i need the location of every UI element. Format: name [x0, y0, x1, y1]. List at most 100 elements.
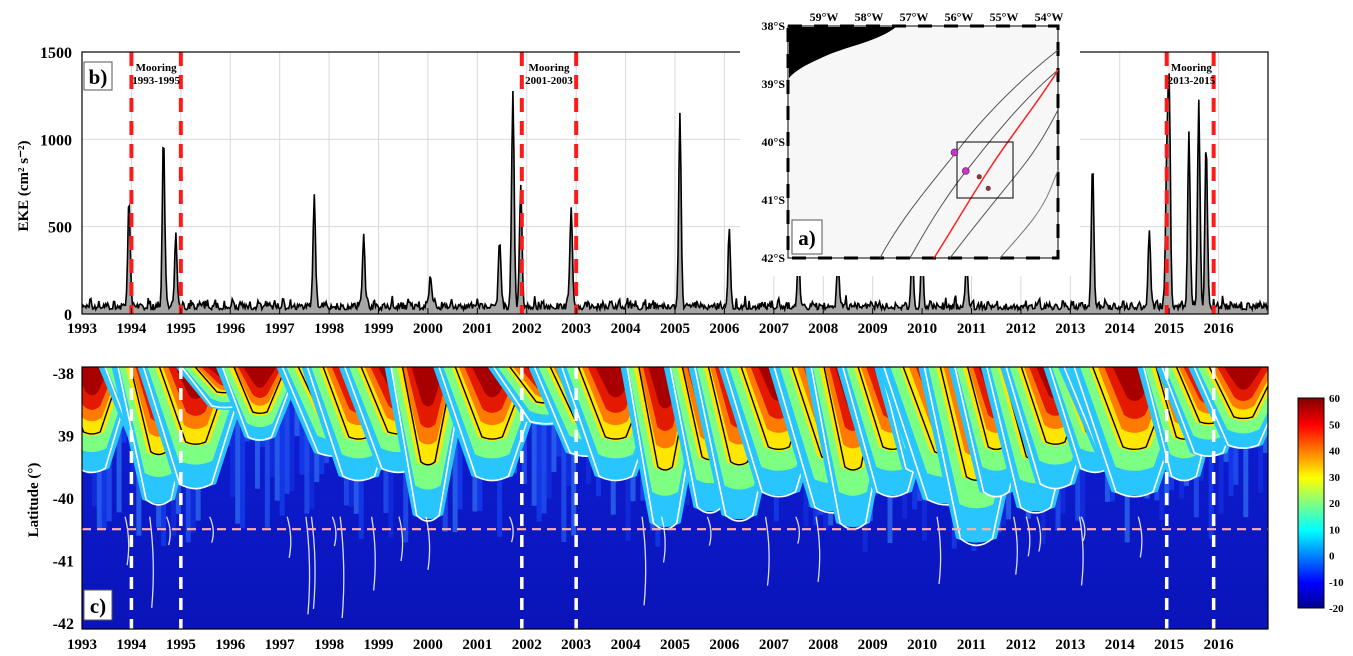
x-tick-label: 2012 — [1006, 321, 1036, 337]
isobath-3 — [949, 109, 1059, 259]
panel-a-label: a) — [798, 226, 816, 250]
heatmap-cell-column — [240, 375, 246, 529]
heatmap-cell-column — [546, 384, 552, 499]
mooring-station — [985, 185, 991, 191]
contour-white — [723, 367, 834, 498]
y-tick-label: -40 — [53, 491, 74, 508]
map-lon-label: 58°W — [855, 10, 884, 24]
contour-white — [954, 367, 1039, 498]
x-tick-label: 2009 — [858, 637, 888, 653]
colorbar-tick-label: -10 — [1329, 577, 1344, 589]
front-event — [1223, 367, 1263, 390]
y-tick-label: 500 — [48, 220, 72, 237]
colorbar-ticks: 60 50 40 30 20 10 0 -10 -20 — [1329, 393, 1344, 615]
x-tick-label: 2014 — [1105, 321, 1136, 337]
contour-white — [923, 367, 1030, 547]
contour-white — [149, 516, 154, 608]
contour-white — [82, 367, 137, 474]
contour-white — [1193, 367, 1268, 449]
contour-white — [815, 516, 821, 582]
panel-a-label-box — [791, 219, 823, 255]
map-lon-label: 56°W — [945, 10, 974, 24]
colorbar — [1297, 397, 1325, 609]
contour-white — [1013, 516, 1018, 575]
x-tick-label: 2001 — [462, 637, 492, 653]
x-tick-label: 2014 — [1105, 637, 1136, 653]
map-lon-label: 55°W — [990, 10, 1019, 24]
contour-white — [124, 516, 130, 566]
eke-y-ticks: 0 500 1000 1500 — [40, 45, 72, 324]
heatmap-cell-column — [1208, 379, 1214, 539]
eke-ylabel: EKE (cm² s⁻²) — [16, 140, 32, 231]
mooring-annotation: Mooring — [529, 62, 570, 74]
contour-white — [370, 516, 376, 591]
heatmap-cell-column — [304, 384, 310, 514]
y-tick-label: -42 — [53, 616, 74, 633]
contour-white — [1137, 516, 1143, 558]
contour-white — [1073, 367, 1196, 498]
y-tick-label: 0 — [64, 307, 72, 324]
mooring-annotation-years: 2001-2003 — [525, 75, 573, 87]
contour-white — [936, 516, 942, 585]
map-frame — [787, 25, 1059, 259]
contour-white — [209, 516, 214, 543]
heatmap-cell-column — [531, 381, 537, 506]
y-tick-label: -38 — [53, 366, 74, 383]
x-tick-label: 2008 — [808, 637, 838, 653]
isobath-1 — [879, 49, 1059, 259]
map-lat-label: 38°S — [762, 19, 786, 33]
contour-black — [158, 367, 233, 445]
colorbar-tick-label: -20 — [1329, 603, 1344, 615]
contour-white — [508, 516, 514, 543]
contour-black — [1092, 367, 1178, 451]
x-tick-label: 2005 — [660, 321, 690, 337]
x-tick-label: 1996 — [215, 637, 246, 653]
heatmap-axes-frame — [81, 366, 1269, 630]
map-lat-label: 41°S — [762, 193, 786, 207]
front-event — [243, 367, 277, 388]
heatmap-cell-column — [289, 389, 295, 491]
x-tick-label: 2000 — [413, 637, 443, 653]
heatmap-cell-column — [116, 376, 122, 513]
mooring-region-box — [956, 141, 1014, 199]
heatmap-cell-column — [309, 388, 315, 509]
heatmap-cell-column — [541, 378, 547, 514]
x-tick-label: 1994 — [116, 637, 147, 653]
contour-white — [795, 516, 800, 544]
isobath-4 — [999, 169, 1059, 259]
colorbar-tick-label: 40 — [1329, 446, 1341, 458]
x-tick-label: 2002 — [512, 637, 542, 653]
contour-white — [626, 367, 704, 530]
x-tick-label: 1995 — [166, 321, 196, 337]
colorbar-tick-label: 30 — [1329, 472, 1341, 484]
contour-black — [82, 367, 123, 435]
heatmap-cell-column — [230, 374, 236, 498]
x-tick-label: 2010 — [907, 637, 937, 653]
contour-white — [1142, 367, 1226, 482]
heatmap-y-ticks: -38 39 -40 -41 -42 — [53, 366, 74, 633]
contour-white — [1005, 367, 1106, 490]
x-tick-label: 1999 — [364, 321, 394, 337]
x-tick-label: 1999 — [364, 637, 394, 653]
heatmap-cell-column — [536, 377, 542, 522]
map-lon-label: 54°W — [1035, 10, 1064, 24]
contour-black — [707, 367, 771, 466]
mooring-lines-c — [129, 367, 1216, 629]
heatmap-cell-column — [452, 393, 458, 533]
y-tick-label: 1000 — [40, 132, 72, 149]
contour-white — [764, 516, 770, 586]
heatmap-cell-column — [299, 380, 305, 475]
contour-white — [986, 367, 1086, 514]
x-tick-label: 1997 — [265, 321, 296, 337]
contour-white — [286, 516, 292, 558]
mooring-station — [961, 167, 970, 175]
x-tick-label: 1997 — [265, 637, 296, 653]
front-event — [411, 367, 445, 407]
mooring-station — [950, 148, 959, 157]
contour-white — [438, 367, 547, 482]
heatmap-cell-column — [284, 380, 290, 494]
contour-black — [1208, 367, 1268, 420]
y-tick-label: 39 — [58, 429, 74, 446]
